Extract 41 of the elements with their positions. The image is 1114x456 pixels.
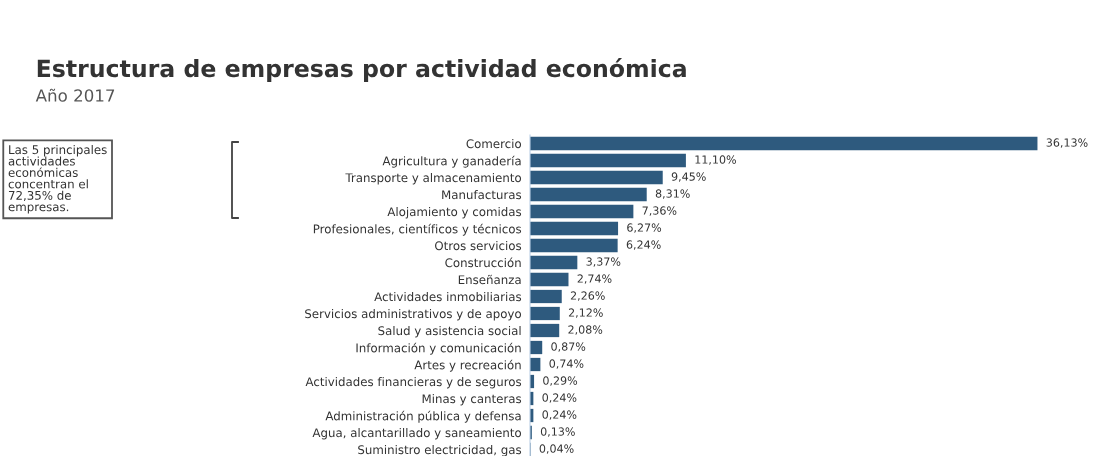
data-label: 2,26% (570, 291, 605, 301)
data-label: 0,87% (551, 342, 586, 352)
data-label: 0,24% (542, 410, 577, 420)
data-label: 11,10% (695, 155, 736, 165)
data-label: 36,13% (1046, 138, 1088, 148)
data-label: 7,36% (642, 206, 677, 216)
y-tick-label: Suministro electricidad, gas (358, 445, 522, 456)
data-label: 2,08% (568, 325, 603, 335)
y-tick-label: Actividades inmobiliarias (374, 292, 522, 302)
data-label: 0,29% (543, 376, 578, 386)
data-label: 0,24% (542, 393, 577, 403)
y-tick-label: Transporte y almacenamiento (345, 173, 522, 185)
data-label: 2,74% (577, 274, 612, 284)
y-tick-label: Artes y recreación (414, 359, 521, 372)
chart-title: Estructura de empresas por actividad económica (37, 58, 686, 82)
data-label: 0,74% (549, 359, 584, 369)
data-label: 0,13% (540, 427, 575, 437)
data-label: 3,37% (586, 257, 621, 267)
data-label: 6,27% (627, 223, 662, 233)
y-tick-label: Agricultura y ganadería (382, 155, 521, 168)
data-label: 8,31% (655, 189, 690, 199)
y-tick-label: Minas y canteras (422, 394, 522, 406)
y-tick-label: Administración pública y defensa (325, 410, 521, 423)
y-tick-label: Otros servicios (435, 241, 522, 251)
data-label: 9,45% (671, 172, 706, 182)
y-tick-label: Servicios administrativos y de apoyo (305, 309, 522, 321)
data-label: 6,24% (626, 240, 661, 250)
text: Las 5 principales actividades económicas concentran el 72,35% de empresas. (8, 145, 107, 214)
y-tick-label: Enseñanza (458, 274, 521, 285)
y-tick-label: Actividades financieras y de seguros (305, 377, 522, 389)
text: Año 2017 (35, 88, 115, 102)
y-tick-label: Profesionales, científicos y técnicos (313, 223, 522, 236)
y-tick-label: Agua, alcantarillado y saneamiento (312, 428, 522, 440)
data-label: 2,12% (568, 308, 603, 318)
y-tick-label: Salud y asistencia social (378, 326, 521, 338)
y-tick-label: Información y comunicación (356, 342, 521, 355)
y-tick-label: Manufacturas (442, 190, 522, 200)
data-label: 0,04% (539, 444, 574, 454)
y-tick-label: Alojamiento y comidas (387, 207, 522, 219)
y-tick-label: Construcción (445, 257, 521, 268)
y-tick-label: Comercio (466, 139, 522, 149)
